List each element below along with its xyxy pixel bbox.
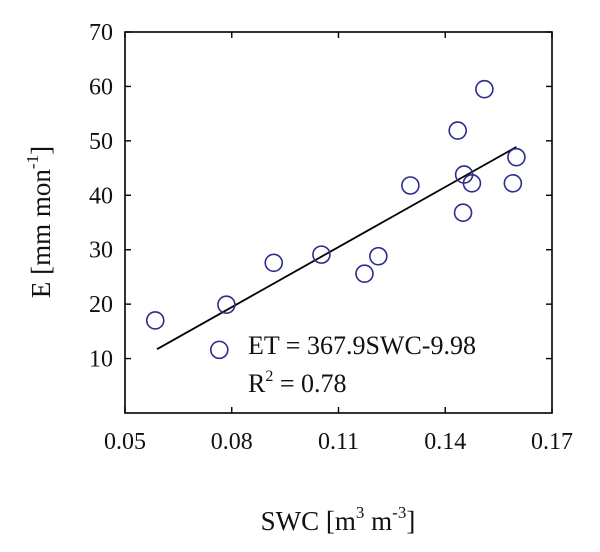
x-tick-label: 0.11 <box>318 429 359 455</box>
r-squared-label: R2 = 0.78 <box>248 368 347 398</box>
r-squared-base: R <box>248 369 266 398</box>
y-axis-label-end: ] <box>26 146 56 155</box>
r-squared-sup: 2 <box>265 368 273 385</box>
data-point <box>462 174 482 193</box>
x-tick-label: 0.05 <box>104 429 146 455</box>
data-point <box>401 176 420 195</box>
data-point <box>453 203 473 223</box>
x-axis-label: SWC [m3 m-3] <box>261 503 416 536</box>
data-points <box>145 79 526 360</box>
data-point <box>448 121 468 140</box>
x-axis-label-sup2: -3 <box>392 503 406 522</box>
x-tick-label: 0.14 <box>424 429 466 455</box>
y-tick-label: 20 <box>89 292 113 318</box>
data-point <box>145 311 165 330</box>
x-axis-label-mid: m <box>364 506 392 536</box>
y-axis-label-sup: -1 <box>23 155 42 169</box>
x-axis-label-sup1: 3 <box>356 503 365 522</box>
x-axis-label-end: ] <box>406 506 415 536</box>
data-point <box>312 245 331 264</box>
x-tick-label: 0.17 <box>531 429 573 455</box>
x-tick-label: 0.08 <box>211 429 253 455</box>
y-axis-label-base: E [mm mon <box>26 169 56 298</box>
data-point <box>209 340 229 360</box>
y-tick-label: 10 <box>89 347 113 373</box>
y-tick-label: 60 <box>89 74 113 100</box>
fit-line-layer <box>156 146 517 350</box>
y-axis-label: E [mm mon-1] <box>23 146 56 298</box>
data-point <box>355 264 374 283</box>
r-squared-rest: = 0.78 <box>273 369 346 398</box>
tick-labels: 0.05 0.08 0.11 0.14 0.17 10 20 30 40 50 60 70 <box>89 20 573 455</box>
fit-equation: ET = 367.9SWC-9.98 <box>248 331 476 360</box>
x-axis-label-base: SWC [m <box>261 506 356 536</box>
regression-line <box>156 146 517 350</box>
y-tick-label: 40 <box>89 183 113 209</box>
y-tick-label: 30 <box>89 238 113 264</box>
data-point <box>217 295 236 314</box>
data-point <box>507 147 526 167</box>
y-tick-label: 70 <box>89 20 113 46</box>
data-point <box>475 79 494 99</box>
data-point <box>503 174 523 193</box>
axis-ticks <box>124 31 553 413</box>
data-point <box>369 246 388 266</box>
data-point <box>264 253 284 273</box>
y-tick-label: 50 <box>89 129 113 155</box>
